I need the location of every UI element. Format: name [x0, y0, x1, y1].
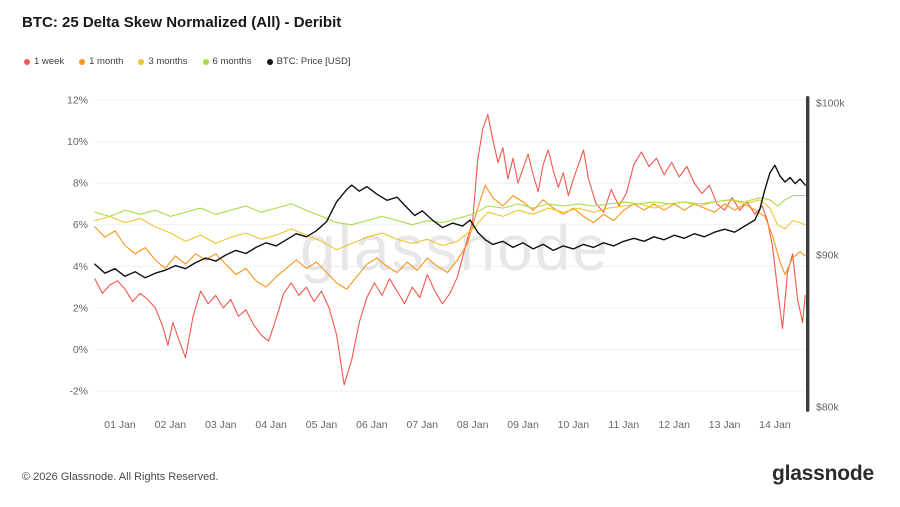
series-line-1-month[interactable] [94, 184, 806, 290]
y-right-tick-label: $100k [816, 98, 845, 110]
x-tick-label: 14 Jan [759, 419, 791, 431]
y-left-tick-label: 6% [73, 219, 88, 231]
page-title: BTC: 25 Delta Skew Normalized (All) - De… [22, 14, 342, 31]
y-left-tick-label: 4% [73, 261, 88, 273]
glassnode-logo: glassnode [771, 462, 874, 485]
legend-label-1-week: 1 week [34, 56, 65, 67]
y-left-tick-label: 10% [67, 136, 88, 148]
x-tick-label: 12 Jan [658, 419, 690, 431]
x-tick-label: 08 Jan [457, 419, 489, 431]
x-tick-label: 11 Jan [608, 419, 639, 431]
y-left-tick-label: -2% [69, 386, 88, 398]
legend-item-3-months[interactable]: 3 months [138, 56, 188, 67]
x-tick-label: 02 Jan [155, 419, 187, 431]
y-left-tick-label: 8% [73, 178, 88, 190]
series-line-1-week[interactable] [94, 113, 806, 386]
glassnode-watermark: glassnode [300, 212, 610, 284]
copyright-text: © 2026 Glassnode. All Rights Reserved. [22, 471, 219, 483]
x-tick-label: 01 Jan [104, 419, 136, 431]
y-left-tick-label: 2% [73, 302, 88, 314]
x-tick-label: 10 Jan [558, 419, 590, 431]
y-right-tick-label: $90k [816, 250, 840, 262]
x-tick-label: 05 Jan [306, 419, 338, 431]
series-line-6-months[interactable] [94, 195, 806, 226]
legend: 1 week 1 month 3 months 6 months BTC: Pr… [24, 56, 351, 67]
series-line-btc-price-usd[interactable] [94, 164, 806, 279]
y-right-tick-label: $80k [816, 402, 840, 414]
legend-item-btc-price[interactable]: BTC: Price [USD] [266, 56, 351, 67]
legend-dot-btc-price-icon [266, 58, 273, 65]
x-tick-label: 09 Jan [507, 419, 539, 431]
legend-item-6-months[interactable]: 6 months [202, 56, 252, 67]
price-axis-bar[interactable] [806, 96, 810, 412]
legend-item-1-week[interactable]: 1 week [24, 56, 64, 67]
legend-label-6-months: 6 months [212, 56, 252, 67]
x-tick-label: 13 Jan [709, 419, 741, 431]
legend-dot-1-week-icon [24, 58, 30, 65]
legend-label-btc-price: BTC: Price [USD] [276, 56, 351, 67]
legend-dot-6-months-icon [202, 58, 209, 65]
x-tick-label: 06 Jan [356, 419, 388, 431]
y-left-tick-label: 0% [73, 344, 88, 356]
legend-dot-3-months-icon [138, 58, 145, 65]
legend-item-1-month[interactable]: 1 month [79, 56, 123, 67]
legend-dot-1-month-icon [79, 58, 86, 65]
legend-label-3-months: 3 months [148, 56, 188, 67]
x-tick-label: 03 Jan [205, 419, 237, 431]
y-left-tick-label: 12% [67, 95, 88, 107]
x-tick-label: 07 Jan [407, 419, 439, 431]
legend-label-1-month: 1 month [89, 56, 124, 67]
x-tick-label: 04 Jan [255, 419, 287, 431]
